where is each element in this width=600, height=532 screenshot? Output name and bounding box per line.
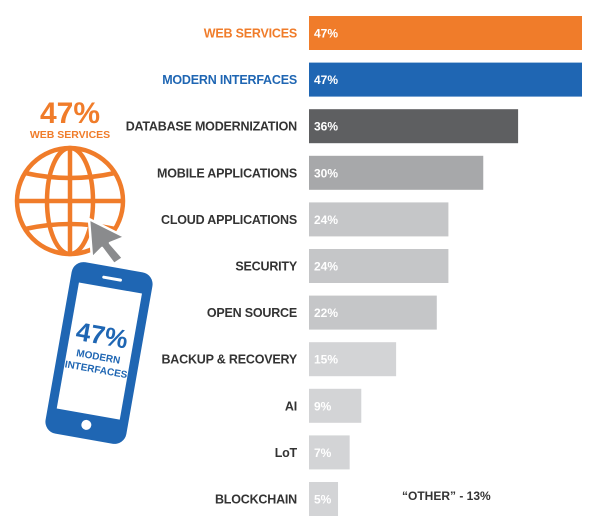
bars-group: WEB SERVICES 47% MODERN INTERFACES 47% DATAB… bbox=[126, 16, 582, 516]
value-label-open-source: 22% bbox=[314, 306, 338, 320]
bar-lot bbox=[309, 435, 350, 470]
bar-security bbox=[309, 249, 449, 283]
value-label-backup-and-recovery: 15% bbox=[314, 353, 338, 367]
category-label-cloud-applications: CLOUD APPLICATIONS bbox=[161, 213, 297, 227]
category-label-modern-interfaces: MODERN INTERFACES bbox=[162, 73, 297, 87]
value-label-lot: 7% bbox=[314, 446, 332, 460]
category-label-lot: LoT bbox=[275, 446, 298, 460]
category-label-open-source: OPEN SOURCE bbox=[207, 306, 297, 320]
category-label-blockchain: BLOCKCHAIN bbox=[215, 493, 297, 507]
category-label-mobile-applications: MOBILE APPLICATIONS bbox=[157, 166, 297, 180]
other-annotation: “OTHER” - 13% bbox=[402, 489, 491, 503]
web-services-callout: 47% WEB SERVICES bbox=[30, 97, 110, 141]
bar-blockchain bbox=[309, 482, 339, 516]
category-label-web-services: WEB SERVICES bbox=[204, 27, 297, 41]
globe-icon bbox=[14, 145, 126, 257]
category-label-security: SECURITY bbox=[235, 260, 297, 274]
web-services-callout-percent: 47% bbox=[40, 97, 100, 130]
value-label-blockchain: 5% bbox=[314, 493, 332, 507]
value-label-security: 24% bbox=[314, 260, 338, 274]
bar-open-source bbox=[309, 295, 437, 330]
value-label-cloud-applications: 24% bbox=[314, 213, 338, 227]
category-label-backup-and-recovery: BACKUP & RECOVERY bbox=[161, 353, 297, 367]
value-label-mobile-applications: 30% bbox=[314, 166, 338, 180]
value-label-web-services: 47% bbox=[314, 27, 338, 41]
category-label-ai: AI bbox=[285, 399, 297, 413]
bar-mobile-applications bbox=[309, 155, 484, 190]
smartphone-icon bbox=[45, 262, 153, 444]
value-label-ai: 9% bbox=[314, 399, 332, 413]
bar-web-services bbox=[309, 16, 582, 50]
bar-modern-interfaces bbox=[309, 62, 582, 97]
value-label-modern-interfaces: 47% bbox=[314, 73, 338, 87]
category-label-database-modernization: DATABASE MODERNIZATION bbox=[126, 120, 297, 134]
bar-backup-and-recovery bbox=[309, 342, 397, 377]
bar-database-modernization bbox=[309, 109, 519, 144]
bar-cloud-applications bbox=[309, 202, 449, 237]
value-label-database-modernization: 36% bbox=[314, 120, 338, 134]
web-services-callout-label: WEB SERVICES bbox=[30, 129, 110, 141]
cursor-arrow-icon bbox=[87, 217, 127, 266]
bar-ai bbox=[309, 388, 362, 423]
